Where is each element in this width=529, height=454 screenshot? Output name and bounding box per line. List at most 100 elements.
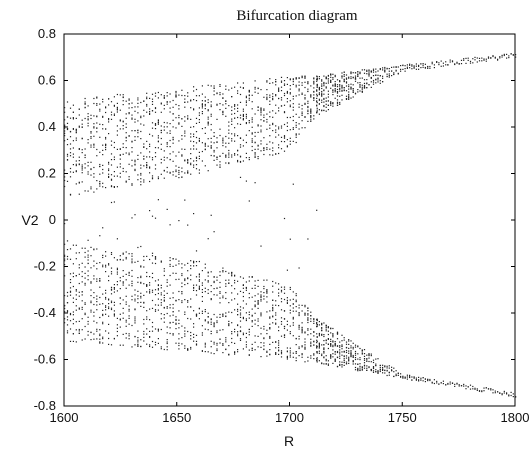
data-point <box>184 132 186 134</box>
data-point <box>295 352 297 354</box>
data-point <box>492 55 494 58</box>
data-point <box>292 127 294 129</box>
data-point <box>275 300 277 302</box>
data-point <box>157 289 159 291</box>
data-point <box>105 266 107 268</box>
data-point <box>409 376 411 378</box>
data-point <box>263 342 265 344</box>
data-point <box>69 273 72 275</box>
data-point <box>298 88 300 90</box>
data-point <box>231 337 233 340</box>
data-point <box>99 185 101 187</box>
data-point <box>237 104 239 106</box>
data-point <box>280 309 283 311</box>
data-point <box>411 376 413 378</box>
data-point <box>228 137 230 139</box>
data-point <box>242 332 244 334</box>
data-point <box>384 68 386 70</box>
data-point <box>298 312 300 314</box>
data-point <box>72 118 74 120</box>
data-point <box>321 93 323 95</box>
data-point <box>137 174 139 176</box>
data-point <box>195 142 198 144</box>
data-point <box>69 171 72 173</box>
data-point <box>90 144 92 146</box>
data-point <box>427 67 429 69</box>
data-point <box>64 127 66 129</box>
data-point <box>370 81 372 83</box>
data-point <box>449 61 451 63</box>
data-point <box>181 155 183 157</box>
data-point <box>316 111 318 113</box>
data-point <box>228 323 230 325</box>
data-point <box>105 309 107 311</box>
data-point <box>102 266 104 268</box>
data-point <box>119 297 121 299</box>
data-point <box>228 354 230 356</box>
data-point <box>87 254 89 256</box>
data-point <box>75 117 77 119</box>
data-point <box>310 320 312 322</box>
data-point <box>318 350 320 352</box>
data-point <box>213 288 215 290</box>
data-point <box>99 334 101 337</box>
data-point <box>146 96 148 98</box>
data-point <box>137 290 139 292</box>
data-point <box>354 77 357 79</box>
data-point <box>110 293 113 295</box>
data-point <box>210 137 212 139</box>
data-point <box>231 292 233 294</box>
data-point <box>154 289 157 291</box>
data-point <box>454 385 456 387</box>
data-point <box>280 321 283 323</box>
data-point <box>222 315 224 317</box>
data-point <box>143 255 145 258</box>
data-point <box>272 310 274 312</box>
data-point <box>494 390 496 392</box>
data-point <box>108 121 110 123</box>
data-point <box>310 328 312 330</box>
data-point <box>163 126 165 128</box>
data-point <box>166 332 168 334</box>
data-point <box>292 356 294 358</box>
data-point <box>283 288 286 290</box>
data-point <box>66 291 69 294</box>
data-point <box>245 100 247 102</box>
data-point <box>87 320 89 323</box>
data-point <box>143 158 145 160</box>
data-point <box>269 135 271 137</box>
data-point <box>334 74 336 76</box>
data-point <box>242 160 244 162</box>
data-point <box>81 329 83 331</box>
data-point <box>463 385 465 387</box>
data-point <box>181 135 183 137</box>
data-point <box>143 146 145 148</box>
data-point <box>332 341 334 343</box>
data-point <box>225 88 227 90</box>
data-point <box>204 127 206 129</box>
data-point <box>113 104 115 106</box>
data-point <box>406 67 408 69</box>
data-point <box>286 297 288 299</box>
data-point <box>154 258 157 260</box>
data-point <box>330 104 332 106</box>
data-point <box>134 121 136 123</box>
data-point <box>110 308 113 311</box>
data-point <box>506 392 508 394</box>
data-point <box>350 345 352 347</box>
data-point <box>102 254 104 256</box>
data-point <box>181 300 183 302</box>
data-point <box>81 247 83 249</box>
data-point <box>242 115 244 117</box>
data-point <box>149 167 151 169</box>
data-point <box>237 349 239 351</box>
data-point <box>476 61 478 63</box>
data-point <box>193 336 195 338</box>
data-point <box>113 141 115 144</box>
data-point <box>510 394 512 397</box>
data-point <box>193 99 195 101</box>
data-point <box>108 119 110 121</box>
data-point <box>508 57 510 59</box>
data-point <box>84 117 86 120</box>
data-point <box>160 302 162 304</box>
